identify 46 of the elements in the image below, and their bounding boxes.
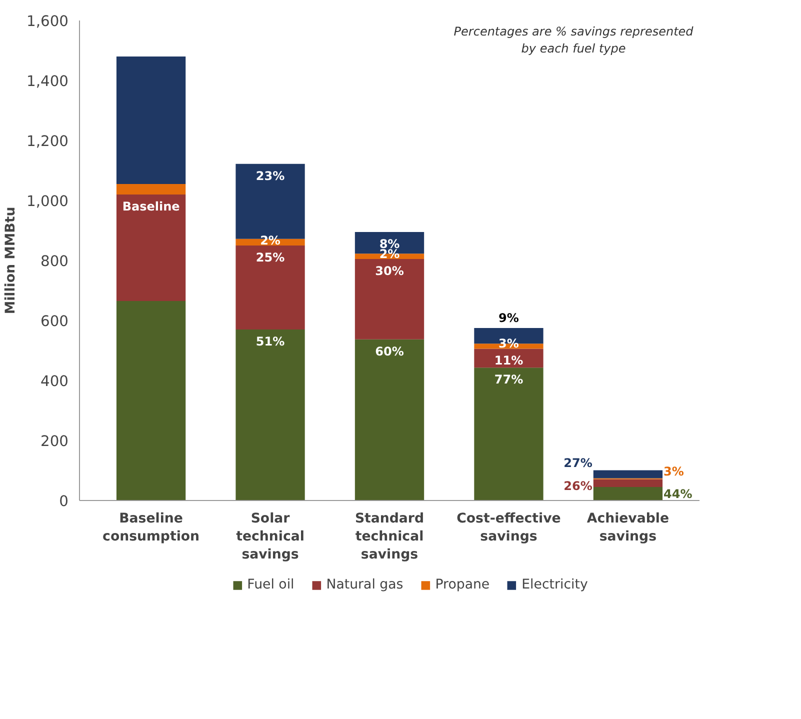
legend-label: Propane	[435, 578, 490, 592]
annotation: 9%	[498, 311, 519, 325]
bar	[593, 479, 663, 487]
y-tick-label: 400	[40, 373, 69, 390]
bar	[236, 246, 305, 330]
annotation: 3%	[664, 464, 684, 478]
x-tick-label: Baseline consumption	[102, 512, 200, 544]
bar	[116, 194, 186, 301]
bar	[593, 487, 663, 500]
annotation: 11%	[494, 354, 524, 368]
annotation: Baseline	[122, 200, 180, 214]
annotation: 77%	[494, 372, 524, 387]
bar	[354, 339, 424, 500]
y-tick-label: 1,000	[26, 193, 69, 210]
annotation: 44%	[664, 487, 692, 501]
bar	[354, 259, 424, 340]
annotation: 23%	[256, 168, 285, 183]
annotation: 25%	[256, 250, 285, 264]
y-tick-label: 0	[59, 493, 69, 510]
bar	[474, 368, 544, 500]
annotation: 51%	[256, 334, 285, 348]
legend-label: Natural gas	[326, 578, 404, 592]
bar	[116, 56, 186, 184]
x-tick-label: Standard technical savings	[354, 512, 424, 562]
legend-label: Electricity	[522, 578, 588, 592]
bar	[236, 330, 305, 500]
x-tick-label: Cost-effective savings	[456, 512, 561, 544]
annotation: 60%	[375, 344, 404, 358]
y-tick-label: 600	[40, 313, 69, 330]
bar	[116, 301, 186, 500]
bar	[593, 470, 663, 478]
x-tick-label: Solar technical savings	[236, 512, 304, 562]
y-tick-label: 1,600	[26, 13, 69, 30]
y-tick-label: 200	[40, 433, 69, 450]
annotation: 27%	[564, 456, 592, 470]
bar	[474, 348, 544, 368]
annotation: 30%	[375, 264, 404, 278]
bar	[116, 184, 186, 194]
legend-label: Fuel oil	[247, 578, 294, 592]
y-tick-label: 800	[40, 253, 69, 270]
y-tick-label: 1,400	[26, 73, 69, 90]
annotation: Percentages are % savings represented by each fuel type	[454, 24, 694, 56]
annotation: 26%	[564, 479, 592, 494]
x-tick-label: Achievable savings	[586, 512, 670, 544]
y-axis-title: Million MMBtu	[4, 206, 19, 314]
y-tick-label: 1,200	[26, 133, 69, 150]
